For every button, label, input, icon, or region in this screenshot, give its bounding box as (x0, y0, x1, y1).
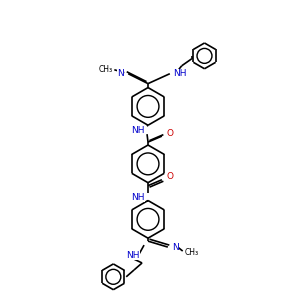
Text: CH₃: CH₃ (185, 248, 199, 256)
Text: O: O (167, 172, 174, 181)
Text: O: O (167, 129, 174, 138)
Text: NH: NH (126, 250, 140, 260)
Text: CH₃: CH₃ (98, 65, 112, 74)
Text: NH: NH (131, 126, 145, 135)
Text: N: N (172, 243, 178, 252)
Text: N: N (118, 69, 124, 78)
Text: NH: NH (173, 69, 186, 78)
Text: NH: NH (131, 193, 145, 202)
